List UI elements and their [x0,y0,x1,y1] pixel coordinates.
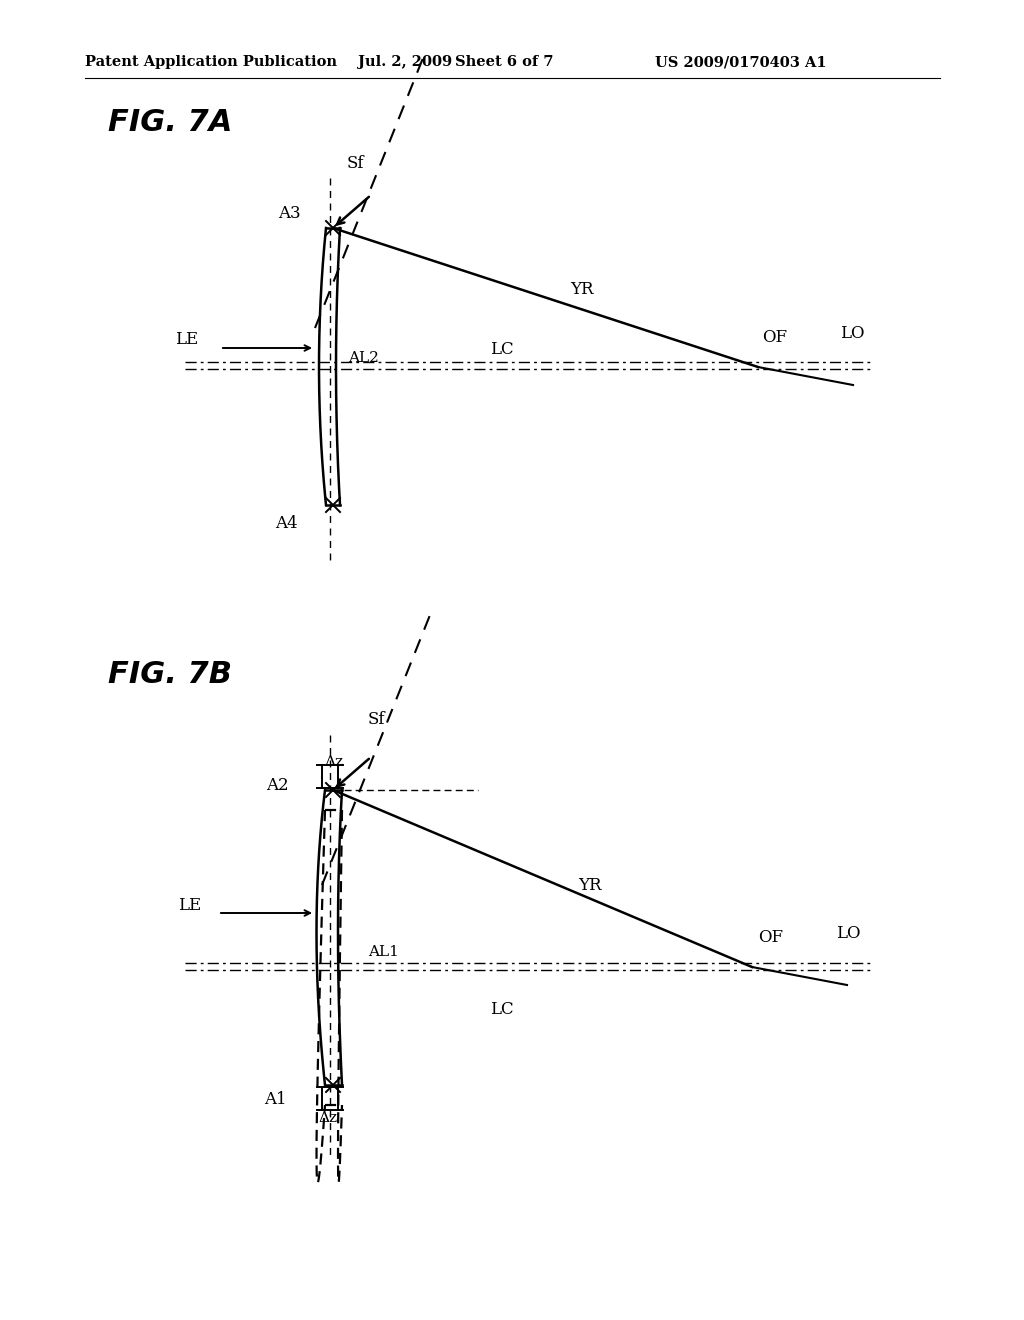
Text: Sf: Sf [368,711,385,729]
Text: FIG. 7A: FIG. 7A [108,108,232,137]
Text: OF: OF [758,929,783,946]
Text: Patent Application Publication: Patent Application Publication [85,55,337,69]
Text: AL2: AL2 [348,351,379,366]
Text: LC: LC [490,342,514,359]
Text: FIG. 7B: FIG. 7B [108,660,232,689]
Text: A4: A4 [275,515,298,532]
Text: YR: YR [570,281,594,298]
Text: US 2009/0170403 A1: US 2009/0170403 A1 [655,55,826,69]
Text: Sf: Sf [347,154,365,172]
Text: Jul. 2, 2009: Jul. 2, 2009 [358,55,453,69]
Text: AL1: AL1 [368,945,399,960]
Text: Δz: Δz [324,755,343,770]
Text: A2: A2 [266,776,289,793]
Text: LO: LO [840,325,864,342]
Text: A3: A3 [278,205,301,222]
Text: LO: LO [836,924,860,941]
Text: LE: LE [178,896,202,913]
Text: Δz: Δz [318,1111,337,1125]
Text: Sheet 6 of 7: Sheet 6 of 7 [455,55,554,69]
Text: OF: OF [762,329,787,346]
Text: LE: LE [175,331,199,348]
Text: LC: LC [490,1002,514,1019]
Text: A1: A1 [264,1092,287,1109]
Text: YR: YR [578,876,601,894]
